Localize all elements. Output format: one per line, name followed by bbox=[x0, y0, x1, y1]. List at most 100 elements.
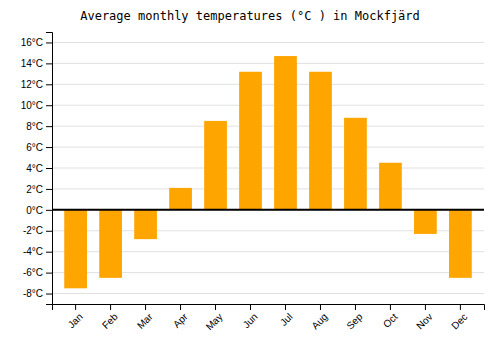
x-tick-label: Jul bbox=[278, 311, 295, 328]
x-tick: Sep bbox=[344, 304, 365, 331]
title: Average monthly temperatures (°C ) in Mo… bbox=[80, 9, 420, 23]
bar bbox=[134, 210, 157, 239]
bar bbox=[274, 56, 297, 210]
x-tick-mark bbox=[250, 304, 251, 310]
grid-line bbox=[52, 63, 484, 64]
x-tick-label: Sep bbox=[344, 311, 365, 332]
baseline bbox=[52, 209, 484, 211]
y-tick: -4°C bbox=[23, 246, 52, 257]
x-tick: Jul bbox=[278, 304, 295, 328]
y-tick-mark bbox=[46, 105, 52, 106]
x-tick-mark bbox=[110, 304, 111, 310]
grid-line bbox=[52, 168, 484, 169]
x-tick-mark bbox=[180, 304, 181, 310]
x-tick: Aug bbox=[309, 304, 329, 331]
y-tick-mark bbox=[46, 126, 52, 127]
grid-line bbox=[52, 105, 484, 106]
y-tick-mark bbox=[46, 210, 52, 211]
x-tick-label: Nov bbox=[414, 311, 434, 331]
x-tick-mark bbox=[390, 304, 391, 310]
x-tick: Jun bbox=[241, 304, 260, 330]
y-tick-label: 0°C bbox=[26, 205, 43, 216]
y-tick: 0°C bbox=[26, 205, 52, 216]
chart: Average monthly temperatures (°C ) in Mo… bbox=[0, 0, 500, 350]
y-tick-mark bbox=[46, 63, 52, 64]
y-tick-label: 2°C bbox=[26, 184, 43, 195]
y-tick-label: 6°C bbox=[26, 142, 43, 153]
y-tick-label: -2°C bbox=[23, 225, 43, 236]
y-tick-label: -6°C bbox=[23, 267, 43, 278]
y-axis: -8°C -6°C -4°C -2°C 0°C 2°C 4°C 6°C 8°C 10°C 12°C 1… bbox=[21, 33, 53, 305]
x-tick: Nov bbox=[414, 304, 434, 331]
grid-line bbox=[52, 84, 484, 85]
x-tick-label: Jan bbox=[66, 311, 85, 330]
x-tick-mark bbox=[215, 304, 216, 310]
y-tick-mark bbox=[46, 189, 52, 190]
y-tick: 6°C bbox=[26, 142, 52, 153]
bar bbox=[344, 118, 367, 210]
bar bbox=[64, 210, 87, 288]
bar bbox=[169, 188, 192, 210]
plot: -8°C -6°C -4°C -2°C 0°C 2°C 4°C 6°C 8°C 10°C 12°C 1… bbox=[21, 33, 485, 333]
y-tick-label: 4°C bbox=[26, 163, 43, 174]
grid-line bbox=[52, 188, 484, 189]
x-tick: Mar bbox=[135, 304, 155, 331]
x-tick: Dec bbox=[449, 304, 469, 331]
y-tick-mark bbox=[46, 252, 52, 253]
y-tick: 4°C bbox=[26, 163, 52, 174]
bar bbox=[99, 210, 122, 278]
x-tick-mark bbox=[285, 304, 286, 310]
x-tick-mark bbox=[320, 304, 321, 310]
x-tick-label: Oct bbox=[381, 311, 400, 330]
x-tick-mark bbox=[460, 304, 461, 310]
grid-line bbox=[52, 42, 484, 43]
bar bbox=[379, 163, 402, 210]
grid-line bbox=[52, 147, 484, 148]
x-tick-mark bbox=[145, 304, 146, 310]
x-tick: May bbox=[204, 304, 225, 332]
y-tick: -6°C bbox=[23, 267, 52, 278]
y-tick-label: -4°C bbox=[23, 246, 43, 257]
grid-line bbox=[52, 293, 484, 294]
y-tick-mark bbox=[46, 231, 52, 232]
y-tick-label: 12°C bbox=[21, 79, 43, 90]
y-tick: 14°C bbox=[21, 58, 52, 69]
x-tick-label: Jun bbox=[241, 311, 260, 330]
y-tick-label: 8°C bbox=[26, 121, 43, 132]
grid-line bbox=[52, 209, 484, 210]
x-tick: Oct bbox=[381, 304, 400, 330]
bar bbox=[204, 121, 227, 210]
y-tick-label: 16°C bbox=[21, 37, 43, 48]
y-tick-mark bbox=[46, 273, 52, 274]
y-tick: 8°C bbox=[26, 121, 52, 132]
x-tick-label: Aug bbox=[309, 311, 329, 331]
x-tick: Apr bbox=[171, 304, 190, 330]
y-tick-label: 10°C bbox=[21, 100, 43, 111]
y-tick-mark bbox=[46, 42, 52, 43]
y-axis-line bbox=[46, 33, 53, 305]
x-tick-label: May bbox=[204, 311, 225, 332]
grid bbox=[52, 42, 484, 293]
x-tick-mark bbox=[355, 304, 356, 310]
x-axis-line bbox=[53, 305, 485, 311]
y-tick-mark bbox=[46, 84, 52, 85]
x-tick-mark bbox=[425, 304, 426, 310]
y-tick: 12°C bbox=[21, 79, 52, 90]
y-tick-mark bbox=[46, 147, 52, 148]
y-tick: 10°C bbox=[21, 100, 52, 111]
x-tick: Jan bbox=[66, 304, 85, 330]
x-tick-mark bbox=[75, 304, 76, 310]
grid-line bbox=[52, 126, 484, 127]
x-tick: Feb bbox=[100, 304, 120, 331]
y-tick: 16°C bbox=[21, 37, 52, 48]
bar bbox=[309, 72, 332, 210]
x-tick-label: Dec bbox=[449, 311, 469, 331]
bar bbox=[414, 210, 437, 234]
y-tick-mark bbox=[46, 168, 52, 169]
y-tick: -2°C bbox=[23, 225, 52, 236]
y-tick: -8°C bbox=[23, 288, 52, 299]
y-tick: 2°C bbox=[26, 184, 52, 195]
y-tick-label: 14°C bbox=[21, 58, 43, 69]
bars bbox=[52, 56, 484, 288]
x-tick-label: Mar bbox=[135, 311, 155, 331]
